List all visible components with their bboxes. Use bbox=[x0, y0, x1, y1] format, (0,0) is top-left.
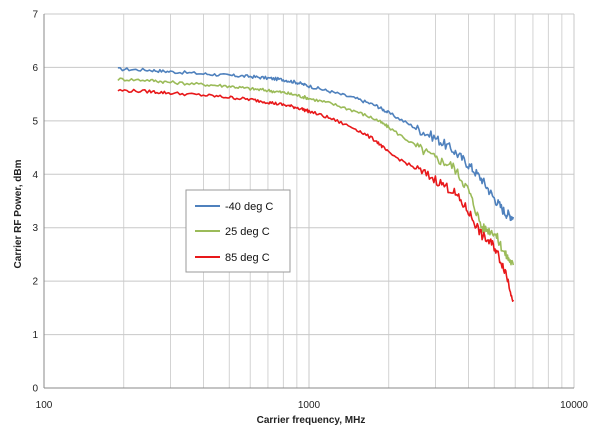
y-axis-title: Carrier RF Power, dBm bbox=[13, 159, 24, 268]
series-line-1 bbox=[117, 77, 515, 266]
x-tick-label: 100 bbox=[36, 400, 53, 411]
legend-label-2: 85 deg C bbox=[225, 252, 270, 264]
x-tick-label: 1000 bbox=[298, 400, 321, 411]
y-tick-label: 6 bbox=[32, 63, 38, 74]
y-tick-label: 1 bbox=[32, 330, 38, 341]
y-tick-label: 3 bbox=[32, 223, 38, 234]
y-tick-label: 5 bbox=[32, 116, 38, 127]
x-axis-title: Carrier frequency, MHz bbox=[257, 415, 366, 426]
series-line-2 bbox=[117, 88, 515, 302]
y-tick-label: 4 bbox=[32, 170, 38, 181]
legend-label-0: -40 deg C bbox=[225, 201, 273, 213]
y-tick-label: 0 bbox=[32, 384, 38, 395]
x-tick-label: 10000 bbox=[560, 400, 588, 411]
y-tick-label: 2 bbox=[32, 277, 38, 288]
series-line-0 bbox=[117, 67, 515, 222]
y-tick-label: 7 bbox=[32, 10, 38, 21]
legend-label-1: 25 deg C bbox=[225, 226, 270, 238]
tick-labels: 0 1 2 3 4 5 6 7 100 1000 10000 bbox=[32, 10, 588, 412]
series-layer bbox=[117, 67, 515, 302]
legend: -40 deg C 25 deg C 85 deg C bbox=[185, 189, 291, 273]
